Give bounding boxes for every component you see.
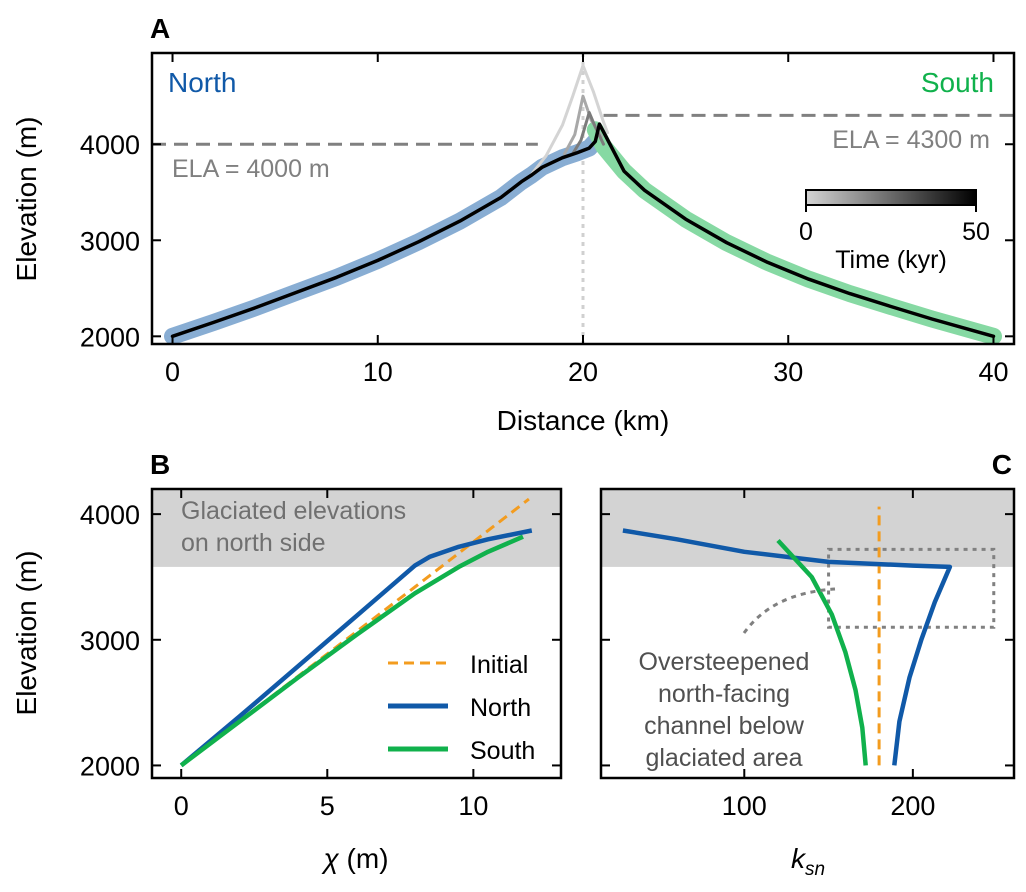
legend-label-initial: Initial: [470, 651, 528, 679]
colorbar-title: Time (kyr): [835, 246, 947, 274]
panel-b-y-tick-label: 4000: [80, 500, 140, 530]
legend-label-south: South: [470, 737, 535, 765]
series-south: [179, 534, 524, 768]
panel-c-x-tick-label: 200: [890, 791, 935, 821]
glaciated-label-line-1: Glaciated elevations: [181, 497, 406, 525]
panel-b-plot-area: [152, 489, 561, 768]
legend-label-north: North: [470, 694, 531, 722]
panel-a-x-tick-label: 30: [773, 357, 803, 387]
series-c-south: [776, 538, 868, 766]
ela-north-label: ELA = 4000 m: [172, 155, 330, 183]
series-time-0: [530, 64, 610, 176]
panel-c-ticks: 100 200: [601, 489, 1014, 821]
ksn-subscript: sn: [805, 859, 825, 880]
chi-unit: (m): [339, 843, 389, 874]
annotation-line-3: channel below: [644, 712, 805, 740]
panel-c-x-axis-label: ksn: [791, 843, 825, 880]
panel-a: A 0 10 20 30 40 2000 3000 4000 Distance (km) El…: [11, 13, 1016, 436]
oversteepened-box: [827, 547, 996, 629]
panel-a-y-tick-label: 4000: [80, 130, 140, 160]
panel-a-plot-area: [152, 53, 1014, 344]
panel-b-x-tick-label: 0: [174, 791, 189, 821]
panel-c-frame: [599, 487, 1016, 780]
colorbar-gradient: [805, 189, 977, 206]
series-north: [179, 528, 533, 768]
panel-b-x-tick-label: 5: [320, 791, 335, 821]
panel-a-x-tick-label: 40: [978, 357, 1008, 387]
panel-c-x-tick-label: 100: [722, 791, 767, 821]
panel-label-b: B: [150, 449, 170, 480]
panel-b-x-tick-label: 10: [458, 791, 488, 821]
colorbar-min-label: 0: [799, 218, 813, 246]
glaciated-label-line-2: on north side: [181, 529, 326, 557]
chi-symbol: χ: [320, 843, 339, 874]
panel-a-x-tick-label: 0: [165, 357, 180, 387]
panel-a-x-axis-label: Distance (km): [497, 405, 670, 436]
annotation-line-1: Oversteepened: [639, 648, 810, 676]
panel-b-y-axis-label: Elevation (m): [11, 551, 42, 716]
ela-south-label: ELA = 4300 m: [832, 126, 990, 154]
colorbar-max-label: 50: [962, 218, 990, 246]
panel-b-ticks: 0 5 10 2000 3000 4000: [80, 489, 561, 821]
series-south-profile: [586, 121, 1002, 344]
south-label: South: [921, 67, 994, 98]
panel-a-x-tick-label: 20: [568, 357, 598, 387]
legend: Initial North South: [388, 651, 535, 765]
ksn-symbol: k: [791, 843, 807, 874]
panel-b-y-tick-label: 3000: [80, 626, 140, 656]
time-colorbar: 0 50 Time (kyr): [799, 189, 990, 274]
series-c-north: [622, 528, 953, 766]
panel-a-x-tick-label: 10: [363, 357, 393, 387]
panel-c: C 100 200 Oversteepened north-facing chan…: [599, 449, 1016, 880]
annotation-pointer: [742, 587, 836, 634]
panel-a-y-tick-label: 2000: [80, 322, 140, 352]
panel-a-y-tick-label: 3000: [80, 226, 140, 256]
annotation-line-4: glaciated area: [645, 744, 802, 772]
panel-label-a: A: [150, 13, 170, 44]
panel-c-plot-area: [601, 489, 1014, 766]
panel-a-y-axis-label: Elevation (m): [11, 117, 42, 282]
panel-b-y-tick-label: 2000: [80, 751, 140, 781]
series-final: [170, 122, 996, 339]
north-label: North: [168, 67, 236, 98]
panel-b-x-axis-label: χ (m): [320, 843, 388, 874]
panel-b-frame: [150, 487, 563, 780]
panel-label-c: C: [992, 449, 1012, 480]
annotation-line-2: north-facing: [658, 680, 790, 708]
glaciated-zone-shade-c: [601, 489, 1014, 567]
panel-a-ticks: 0 10 20 30 40 2000 3000 4000: [80, 53, 1014, 387]
